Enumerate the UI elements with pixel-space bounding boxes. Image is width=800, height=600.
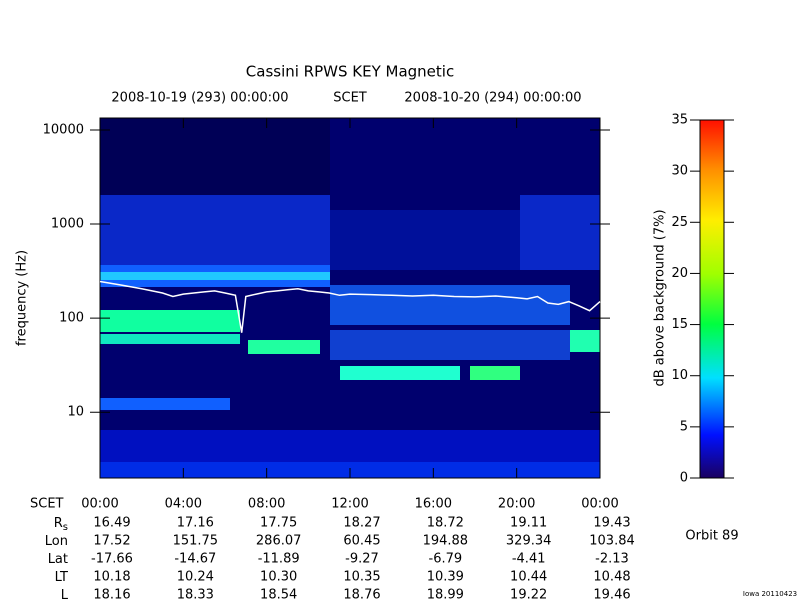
ephemeris-value: -9.27 — [345, 552, 379, 567]
y-tick-label: 1000 — [51, 217, 84, 232]
x-tick-label: 00:00 — [581, 497, 618, 512]
ephemeris-value: 18.33 — [177, 588, 214, 600]
ephemeris-value: 19.46 — [593, 588, 630, 600]
chart-title: Cassini RPWS KEY Magnetic — [246, 63, 454, 81]
ephemeris-value: -6.79 — [429, 552, 463, 567]
header-end: 2008-10-20 (294) 00:00:00 — [404, 91, 581, 106]
orbit-label: Orbit 89 — [685, 529, 738, 544]
scet-label: SCET — [30, 497, 64, 512]
ephemeris-label-text: R — [54, 516, 63, 531]
header-start: 2008-10-19 (293) 00:00:00 — [111, 91, 288, 106]
ephemeris-value: 194.88 — [423, 534, 469, 549]
colorbar-tick-label: 5 — [680, 419, 688, 434]
credit: Iowa 20110423 — [743, 590, 797, 598]
ephemeris-value: 103.84 — [589, 534, 635, 549]
ephemeris-value: 18.72 — [427, 516, 464, 531]
ephemeris-value: 17.16 — [177, 516, 214, 531]
colorbar-tick-label: 10 — [671, 368, 688, 383]
ephemeris-value: -14.67 — [174, 552, 216, 567]
colorbar-tick-label: 30 — [671, 164, 688, 179]
x-tick-label: 00:00 — [81, 497, 118, 512]
frequency-line — [99, 280, 601, 333]
ephemeris-label-text: L — [61, 588, 69, 600]
ephemeris-value: 19.22 — [510, 588, 547, 600]
x-tick-label: 04:00 — [165, 497, 202, 512]
ephemeris-value: 18.54 — [260, 588, 297, 600]
ephemeris-value: 10.35 — [343, 570, 380, 585]
ephemeris-value: -4.41 — [512, 552, 546, 567]
x-tick-label: 16:00 — [415, 497, 452, 512]
ephemeris-value: 10.30 — [260, 570, 297, 585]
ephemeris-value: 19.11 — [510, 516, 547, 531]
ephemeris-label: Lat — [48, 552, 68, 567]
ephemeris-value: 10.48 — [593, 570, 630, 585]
ephemeris-value: 17.52 — [93, 534, 130, 549]
ephemeris-value: 10.24 — [177, 570, 214, 585]
ephemeris-value: 18.27 — [343, 516, 380, 531]
colorbar-tick-label: 35 — [671, 113, 688, 128]
x-tick-label: 20:00 — [498, 497, 535, 512]
ephemeris-label-text: Lat — [48, 552, 68, 567]
ephemeris-value: 18.76 — [343, 588, 380, 600]
colorbar-label: dB above background (7%) — [653, 209, 668, 386]
colorbar-tick-label: 25 — [671, 215, 688, 230]
ephemeris-label-text: Lon — [45, 534, 68, 549]
ephemeris-label: L — [61, 588, 69, 600]
y-tick-label: 100 — [59, 311, 84, 326]
ephemeris-value: 151.75 — [173, 534, 219, 549]
ephemeris-label: Rs — [54, 516, 68, 534]
ephemeris-value: -11.89 — [258, 552, 300, 567]
ephemeris-value: 10.44 — [510, 570, 547, 585]
ephemeris-value: 60.45 — [343, 534, 380, 549]
x-tick-label: 12:00 — [331, 497, 368, 512]
y-tick-label: 10 — [67, 405, 84, 420]
colorbar-tick-label: 15 — [671, 317, 688, 332]
header-scet: SCET — [333, 91, 367, 106]
ephemeris-label-text: LT — [55, 570, 68, 585]
ephemeris-value: 19.43 — [593, 516, 630, 531]
ephemeris-value: 17.75 — [260, 516, 297, 531]
ephemeris-label: LT — [55, 570, 68, 585]
x-tick-label: 08:00 — [248, 497, 285, 512]
y-tick-label: 10000 — [43, 122, 84, 137]
colorbar-tick-label: 0 — [680, 471, 688, 486]
ephemeris-value: -17.66 — [91, 552, 133, 567]
colorbar — [699, 119, 725, 479]
ephemeris-value: 10.39 — [427, 570, 464, 585]
ephemeris-label-subscript: s — [63, 522, 68, 533]
ephemeris-value: 18.16 — [93, 588, 130, 600]
y-axis-label: frequency (Hz) — [15, 250, 30, 346]
ephemeris-label: Lon — [45, 534, 68, 549]
ephemeris-value: -2.13 — [595, 552, 629, 567]
colorbar-tick-label: 20 — [671, 266, 688, 281]
ephemeris-value: 18.99 — [427, 588, 464, 600]
ephemeris-value: 10.18 — [93, 570, 130, 585]
ephemeris-value: 329.34 — [506, 534, 552, 549]
ephemeris-value: 16.49 — [93, 516, 130, 531]
ephemeris-value: 286.07 — [256, 534, 302, 549]
